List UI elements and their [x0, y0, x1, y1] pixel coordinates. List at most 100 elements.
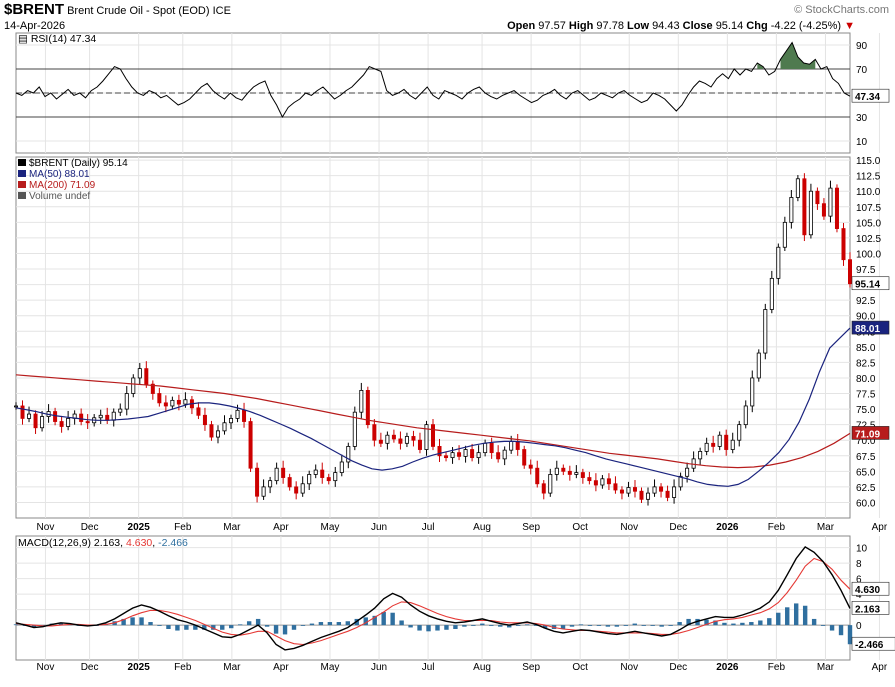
candle-body	[769, 277, 774, 310]
instrument-name: Brent Crude Oil - Spot (EOD)	[67, 5, 210, 17]
candle-body	[118, 408, 123, 413]
price-month-label: Apr	[273, 522, 289, 533]
chart-title: $BRENT Brent Crude Oil - Spot (EOD) ICE	[4, 1, 231, 18]
price-month-label: Oct	[572, 522, 588, 533]
macd-histogram-bar	[623, 625, 629, 626]
macd-histogram-bar	[695, 618, 700, 626]
macd-histogram-bar	[731, 623, 736, 626]
candle-body	[144, 368, 149, 385]
macd-histogram-bar	[175, 625, 180, 631]
macd-value-tag-box	[851, 601, 890, 615]
candle-body	[841, 228, 846, 261]
candle-body	[209, 424, 214, 438]
macd-histogram-bar	[489, 625, 494, 626]
price-ytick-label: 75.0	[856, 405, 876, 416]
candle-body	[66, 418, 71, 427]
price-month-label: May	[321, 522, 340, 533]
macd-histogram-bar	[605, 625, 611, 627]
candle-body	[509, 441, 514, 451]
macd-month-label: Nov	[37, 662, 55, 673]
candle-body	[33, 413, 38, 429]
macd-histogram-bar	[641, 625, 646, 626]
candle-body	[294, 486, 299, 494]
candle-body	[522, 449, 527, 466]
price-month-label: Nov	[37, 522, 55, 533]
candle-body	[255, 467, 260, 497]
price-month-label: Feb	[768, 522, 786, 533]
open-label: Open	[507, 20, 536, 32]
macd-histogram-bar	[345, 621, 351, 626]
candle-body	[359, 390, 364, 413]
candle-body	[646, 492, 651, 500]
candle-body	[789, 197, 794, 223]
candle-body	[463, 449, 468, 457]
candle-body	[698, 451, 703, 460]
macd-histogram-bar	[202, 625, 207, 630]
macd-month-label: Jun	[371, 662, 387, 673]
macd-month-label: Jul	[422, 662, 435, 673]
macd-histogram-bar	[758, 620, 763, 626]
candle-body	[639, 490, 644, 500]
rsi-current-tag: 47.34	[855, 92, 880, 103]
candle-body	[580, 472, 585, 478]
candle-body	[326, 477, 331, 482]
candle-body	[730, 439, 735, 450]
candle-body	[437, 446, 442, 457]
price-month-label: Dec	[669, 522, 687, 533]
price-legend-entry: MA(50) 88.01	[29, 169, 90, 180]
price-ytick-label: 67.5	[856, 452, 876, 463]
macd-histogram-bar	[417, 625, 422, 631]
price-current-tag-box	[851, 276, 890, 291]
macd-histogram-bar	[533, 625, 539, 626]
candle-body	[554, 467, 559, 475]
price-ytick-label: 102.5	[856, 234, 881, 245]
candle-body	[535, 467, 540, 485]
symbol: $BRENT	[4, 1, 65, 18]
close-label: Close	[682, 20, 713, 32]
macd-histogram-bar	[560, 625, 566, 629]
candle-body	[704, 442, 709, 452]
price-month-label: Jun	[371, 522, 387, 533]
macd-month-label: Feb	[768, 662, 786, 673]
candle-body	[202, 414, 207, 426]
candle-body	[352, 411, 357, 447]
price-month-label: Mar	[817, 522, 835, 533]
candle-body	[385, 434, 390, 444]
macd-histogram-bar	[749, 622, 754, 626]
macd-histogram-bar	[444, 625, 449, 630]
macd-histogram-bar	[363, 617, 368, 626]
candle-body	[750, 377, 755, 407]
macd-histogram-bar	[255, 618, 261, 626]
macd-histogram-bar	[569, 625, 575, 627]
macd-histogram-bar	[426, 625, 431, 632]
macd-histogram-bar	[740, 622, 745, 626]
candle-body	[274, 467, 279, 482]
macd-histogram-bar	[157, 625, 162, 626]
macd-ytick-label: 0	[856, 621, 862, 632]
candle-body	[763, 309, 768, 354]
macd-histogram-bar	[462, 625, 467, 627]
macd-histogram-bar	[148, 622, 153, 626]
macd-histogram-bar	[811, 618, 817, 626]
macd-histogram-bar	[13, 624, 19, 626]
candle-body	[515, 441, 520, 450]
candle-body	[489, 442, 494, 454]
candle-body	[378, 439, 383, 444]
macd-histogram-bar	[327, 622, 333, 626]
ma50-line	[15, 327, 851, 487]
macd-histogram-bar	[273, 625, 279, 634]
candle-body	[672, 486, 677, 498]
price-ytick-label: 112.5	[856, 172, 881, 183]
close-value: 95.14	[715, 20, 744, 32]
candle-body	[848, 259, 853, 285]
candle-body	[261, 486, 266, 497]
macd-histogram-bar	[614, 625, 620, 627]
macd-histogram-bar	[229, 625, 234, 629]
macd-histogram-bar	[471, 625, 476, 626]
ma50-tag: 88.01	[855, 324, 880, 335]
candle-body	[13, 405, 18, 408]
macd-histogram-bar	[668, 625, 673, 626]
macd-histogram-bar	[650, 625, 655, 626]
macd-histogram-bar	[776, 612, 781, 626]
price-month-label: Dec	[81, 522, 99, 533]
